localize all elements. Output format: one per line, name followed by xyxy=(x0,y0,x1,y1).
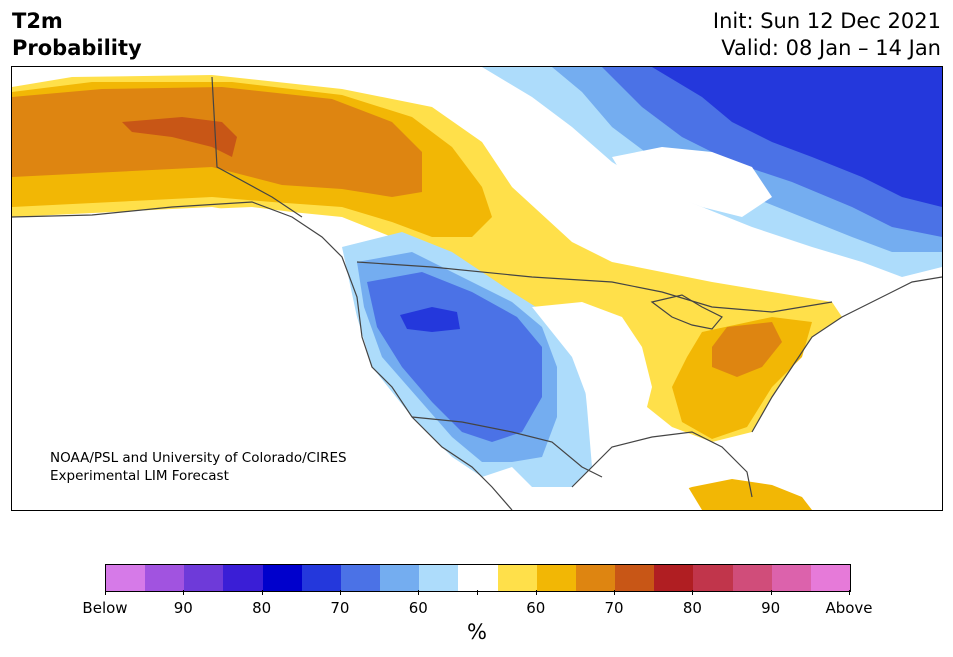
colorbar-tick-label: Above xyxy=(825,599,873,617)
colorbar-swatch xyxy=(771,565,811,591)
colorbar-tick xyxy=(418,590,420,595)
forecast-map: NOAA/PSL and University of Colorado/CIRE… xyxy=(11,66,943,511)
coastline-gulf xyxy=(571,431,753,498)
white-region-hudson xyxy=(612,147,772,217)
credit-line-product: Experimental LIM Forecast xyxy=(50,468,229,484)
colorbar-tick xyxy=(477,590,478,595)
colorbar-swatch xyxy=(810,565,850,591)
colorbar-tick-label: 70 xyxy=(330,599,350,617)
colorbar-swatch xyxy=(654,565,694,591)
colorbar-tick xyxy=(105,590,106,595)
title-line-variable: T2m xyxy=(12,9,63,33)
colorbar-tick-label: 60 xyxy=(526,599,546,617)
colorbar-tick-label: 80 xyxy=(252,599,272,617)
colorbar-swatch xyxy=(732,565,772,591)
map-canvas xyxy=(12,67,942,510)
coastline-atlantic xyxy=(751,276,942,433)
colorbar-swatch xyxy=(458,565,498,591)
colorbar-unit: % xyxy=(467,620,487,644)
valid-range: Valid: 08 Jan – 14 Jan xyxy=(721,36,941,60)
colorbar-swatch xyxy=(223,565,263,591)
colorbar-tick-label: 90 xyxy=(761,599,781,617)
colorbar-swatch xyxy=(693,565,733,591)
great-lakes xyxy=(650,294,723,330)
colorbar-swatch xyxy=(301,565,341,591)
probability-colorbar xyxy=(105,564,851,592)
colorbar-tick xyxy=(535,590,537,595)
map-title: T2m Probability xyxy=(12,8,142,62)
border-us-mexico xyxy=(411,416,603,478)
data-credit: NOAA/PSL and University of Colorado/CIRE… xyxy=(50,449,347,485)
colorbar-swatch xyxy=(536,565,576,591)
colorbar-swatch xyxy=(380,565,420,591)
colorbar-ticks: Below 90 80 70 60 60 70 80 90 Above xyxy=(82,590,873,620)
colorbar-swatch xyxy=(575,565,616,591)
colorbar-tick xyxy=(183,590,185,595)
warm-region-ne-deep xyxy=(712,322,782,377)
init-date: Init: Sun 12 Dec 2021 xyxy=(712,9,941,33)
colorbar-tick-label: Below xyxy=(82,599,128,617)
border-us-canada xyxy=(356,261,833,313)
cold-region-canada-strong xyxy=(652,67,942,207)
title-line-probability: Probability xyxy=(12,36,142,60)
colorbar-tick-label: 60 xyxy=(408,599,428,617)
cold-region-west-strong xyxy=(400,307,460,332)
colorbar-tick-label: 70 xyxy=(604,599,624,617)
credit-line-agency: NOAA/PSL and University of Colorado/CIRE… xyxy=(50,450,347,466)
border-alaska-canada xyxy=(211,76,303,218)
colorbar-swatch xyxy=(145,565,185,591)
colorbar-swatch xyxy=(106,565,146,591)
white-region-plains xyxy=(532,302,652,447)
colorbar-swatch xyxy=(615,565,655,591)
colorbar-tick xyxy=(261,590,263,595)
warm-region-core xyxy=(122,117,237,157)
colorbar-swatch xyxy=(262,565,302,591)
colorbar-swatch xyxy=(184,565,224,591)
colorbar-swatch xyxy=(340,565,381,591)
coastline-pacific xyxy=(12,201,513,510)
colorbar-tick-label: 90 xyxy=(173,599,193,617)
colorbar-swatch xyxy=(497,565,537,591)
colorbar-tick xyxy=(770,590,772,595)
forecast-dates: Init: Sun 12 Dec 2021 Valid: 08 Jan – 14… xyxy=(713,8,941,62)
colorbar-tick xyxy=(692,590,694,595)
colorbar-swatch xyxy=(419,565,459,591)
colorbar-tick xyxy=(339,590,341,595)
white-region-mexico xyxy=(572,447,702,510)
white-region-pacific xyxy=(12,207,512,510)
colorbar-tick xyxy=(849,590,850,595)
colorbar-tick-label: 80 xyxy=(682,599,702,617)
colorbar-tick xyxy=(614,590,616,595)
